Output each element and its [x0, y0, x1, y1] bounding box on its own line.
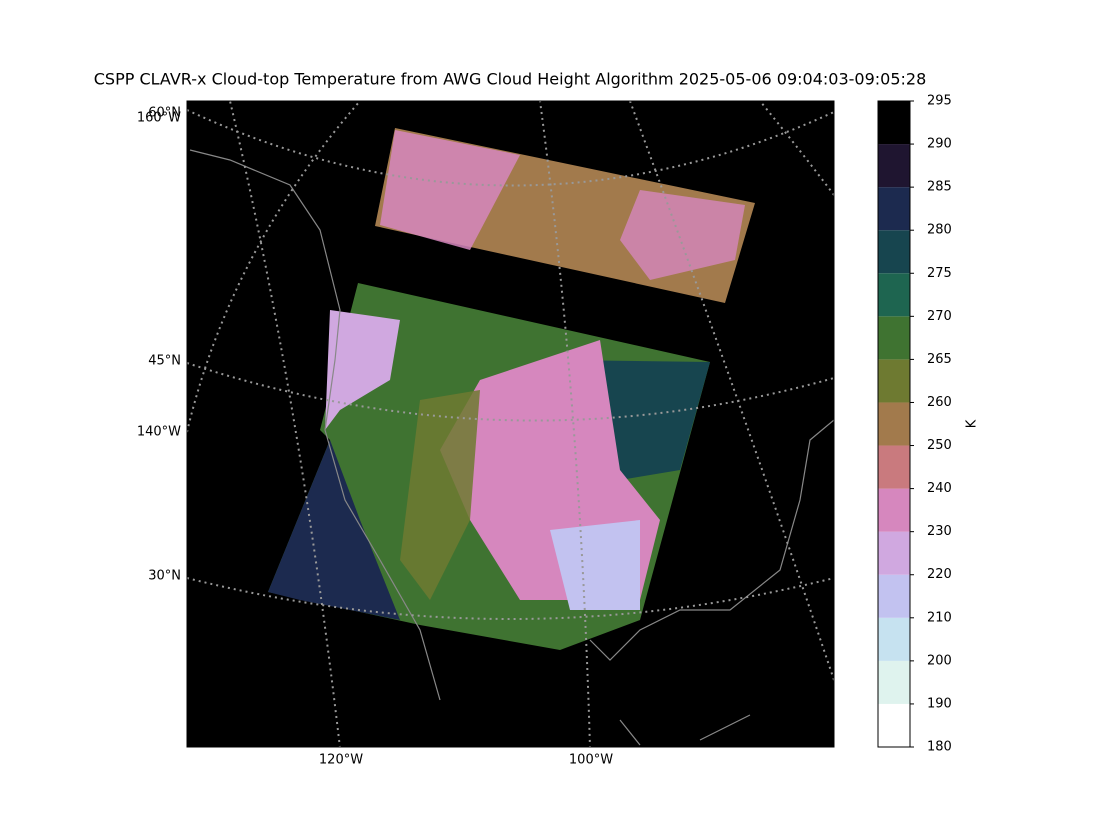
colorbar-segment: [878, 488, 910, 532]
colorbar-segment: [878, 617, 910, 661]
colorbar-tick-label: 280: [927, 223, 952, 238]
colorbar-tick-label: 295: [927, 94, 952, 109]
colorbar-tick-label: 180: [927, 740, 952, 755]
colorbar-tick-label: 210: [927, 610, 952, 625]
colorbar-label: K: [965, 419, 980, 428]
colorbar-tick-label: 190: [927, 696, 952, 711]
graticule: [187, 101, 361, 433]
map-frame: [186, 100, 835, 748]
graticule: [187, 109, 834, 187]
cloud-patch: [400, 390, 480, 600]
colorbar-tick-label: 240: [927, 481, 952, 496]
colorbar-tick-label: 270: [927, 309, 952, 324]
colorbar-tick-label: 200: [927, 653, 952, 668]
graticule: [759, 101, 834, 196]
colorbar-segment: [878, 187, 910, 231]
lat-label: 30°N: [148, 569, 181, 584]
cloud-patch: [325, 310, 400, 430]
colorbar-tick-label: 250: [927, 438, 952, 453]
colorbar-segment: [878, 574, 910, 618]
colorbar: 180 190 200 210 220 230 240 250 260 265 270 275 280 2…: [877, 94, 952, 755]
graticule: [539, 101, 591, 747]
colorbar-segment: [878, 144, 910, 188]
colorbar-segment: [878, 703, 910, 747]
lon-label: 140°W: [137, 425, 181, 440]
colorbar-tick-label: 265: [927, 352, 952, 367]
colorbar-tick-label: 275: [927, 266, 952, 281]
colorbar-tick-label: 220: [927, 567, 952, 582]
lon-label: 160°W: [137, 111, 181, 126]
lat-label: 45°N: [148, 354, 181, 369]
colorbar-segment: [878, 316, 910, 360]
lat-label: 60°N: [148, 106, 181, 121]
colorbar-frame: [877, 100, 911, 748]
colorbar-segment: [878, 660, 910, 704]
map: 60°N 160°W 45°N 140°W 30°N 120°W 100°W: [137, 100, 835, 768]
colorbar-segment: [878, 230, 910, 274]
lon-label: 100°W: [569, 753, 613, 768]
colorbar-tick-label: 285: [927, 180, 952, 195]
colorbar-tick-label: 260: [927, 395, 952, 410]
colorbar-segment: [878, 402, 910, 446]
colorbar-segment: [878, 359, 910, 403]
cloud-patch: [550, 520, 640, 610]
graticule: [629, 101, 834, 681]
colorbar-segment: [878, 445, 910, 489]
cloud-patch: [268, 440, 400, 620]
colorbar-segment: [878, 101, 910, 145]
coastline: [189, 149, 834, 746]
title: CSPP CLAVR-x Cloud-top Temperature from …: [94, 70, 927, 89]
colorbar-tick-label: 230: [927, 524, 952, 539]
colorbar-segment: [878, 273, 910, 317]
graticule: [229, 101, 341, 747]
colorbar-segment: [878, 531, 910, 575]
cloud-patch: [380, 130, 520, 250]
lon-label: 120°W: [319, 753, 363, 768]
colorbar-tick-label: 290: [927, 137, 952, 152]
cloud-patch: [620, 190, 745, 280]
